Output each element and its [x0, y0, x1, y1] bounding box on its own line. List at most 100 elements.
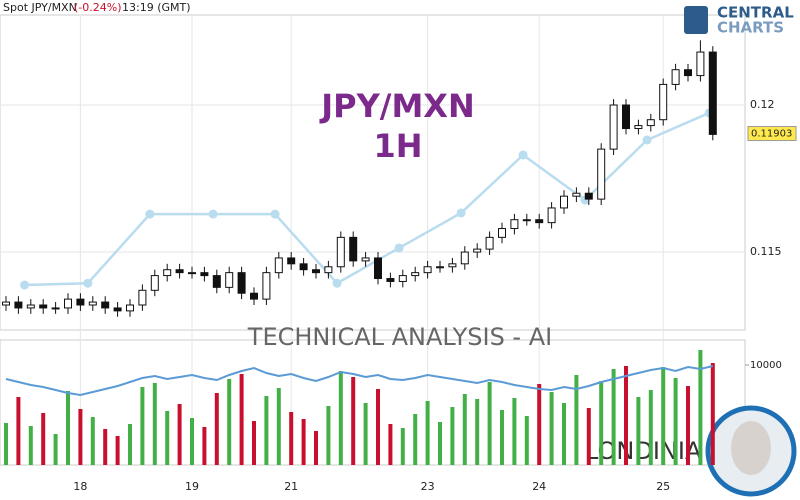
- volume-bar: [202, 427, 207, 465]
- volume-bar: [413, 414, 418, 465]
- candle-body: [398, 275, 407, 282]
- candle-body: [708, 51, 717, 135]
- candle-body: [473, 248, 482, 253]
- candle-body: [274, 257, 283, 274]
- y-tick-label: 0.12: [750, 98, 775, 111]
- volume-bar: [574, 375, 579, 465]
- y-tick-label: 0.115: [750, 245, 782, 258]
- volume-bar: [537, 384, 542, 465]
- candle-body: [597, 148, 606, 200]
- volume-bar: [438, 422, 442, 465]
- brand: LONDINIA: [585, 437, 702, 465]
- symbol: Spot JPY/MXN: [3, 1, 77, 14]
- chart-subtitle: 1H: [373, 127, 422, 165]
- volume-bar: [78, 409, 83, 465]
- price-panel: [0, 14, 746, 331]
- candle-body: [671, 69, 680, 85]
- overlay-point: [456, 208, 466, 218]
- candle-body: [237, 272, 246, 294]
- panel-title: TECHNICAL ANALYSIS - AI: [247, 323, 552, 351]
- candle-body: [64, 298, 72, 309]
- volume-bar: [586, 408, 591, 465]
- overlay-point: [394, 243, 404, 253]
- volume-bar: [4, 423, 8, 465]
- volume-bar: [66, 391, 70, 465]
- candle-body: [138, 289, 147, 306]
- candle-body: [101, 301, 110, 309]
- volume-bar: [276, 388, 281, 465]
- candle-body: [460, 251, 469, 265]
- volume-bar: [363, 403, 368, 465]
- volume-bar: [28, 426, 33, 465]
- x-tick-label: 25: [656, 480, 670, 493]
- volume-bar: [400, 428, 405, 465]
- candle-body: [299, 263, 308, 271]
- volume-bar: [710, 363, 715, 465]
- overlay-point: [270, 209, 280, 219]
- volume-bar: [698, 350, 703, 465]
- volume-bar: [264, 396, 269, 465]
- volume-bar: [351, 377, 356, 465]
- overlay-point: [20, 280, 30, 290]
- logo-icon: [684, 6, 708, 34]
- volume-bar: [487, 382, 492, 465]
- candle-body: [498, 228, 506, 238]
- candle-body: [113, 307, 122, 312]
- candle-body: [349, 236, 358, 262]
- volume-bar: [611, 369, 616, 465]
- volume-bar: [376, 389, 380, 465]
- volume-bar: [239, 374, 244, 465]
- overlay-point: [208, 209, 218, 219]
- x-tick-label: 21: [284, 480, 298, 493]
- volume-bar: [90, 417, 95, 465]
- candle-body: [522, 219, 531, 222]
- volume-bar: [648, 390, 653, 465]
- x-tick-label: 18: [73, 480, 87, 493]
- volume-bar: [165, 411, 170, 465]
- overlay-point: [332, 278, 342, 288]
- candle-body: [374, 257, 382, 280]
- candle-body: [646, 119, 655, 127]
- volume-bar: [314, 431, 318, 465]
- candle-body: [361, 257, 370, 262]
- overlay-point: [642, 135, 652, 145]
- chart-title: JPY/MXN: [319, 87, 475, 125]
- volume-bar: [177, 404, 182, 465]
- candle-body: [510, 219, 519, 230]
- candle-body: [312, 269, 320, 274]
- volume-bar: [673, 378, 678, 465]
- candle-body: [200, 272, 209, 277]
- volume-bar: [524, 416, 529, 465]
- candle-body: [386, 278, 395, 282]
- volume-bar: [549, 392, 554, 465]
- candle-body: [659, 83, 668, 121]
- volume-bar: [475, 399, 480, 465]
- volume-bar: [599, 381, 604, 465]
- volume-bar: [140, 387, 145, 465]
- volume-bar: [462, 394, 467, 465]
- avatar-face: [731, 421, 771, 475]
- candle-body: [634, 125, 643, 130]
- volume-bar: [53, 434, 58, 465]
- volume-bar: [128, 424, 132, 465]
- overlay-line: [24, 111, 710, 287]
- candle-body: [287, 257, 296, 265]
- change: (-0.24%): [74, 1, 122, 14]
- volume-bar: [301, 419, 306, 465]
- volume-bar: [686, 386, 690, 465]
- overlay-point: [145, 209, 155, 219]
- candle-body: [324, 266, 333, 274]
- candle-body: [163, 269, 172, 277]
- candle-body: [76, 298, 85, 306]
- time: 13:19 (GMT): [122, 1, 191, 14]
- candle-body: [2, 301, 10, 306]
- volume-bar: [512, 398, 517, 465]
- candle-body: [336, 236, 345, 268]
- overlay-point: [518, 150, 528, 160]
- candle-body: [547, 207, 556, 224]
- logo-text: CENTRAL: [717, 4, 794, 22]
- volume-bar: [388, 424, 393, 465]
- logo-text: CHARTS: [717, 19, 784, 37]
- volume-bar: [425, 401, 430, 465]
